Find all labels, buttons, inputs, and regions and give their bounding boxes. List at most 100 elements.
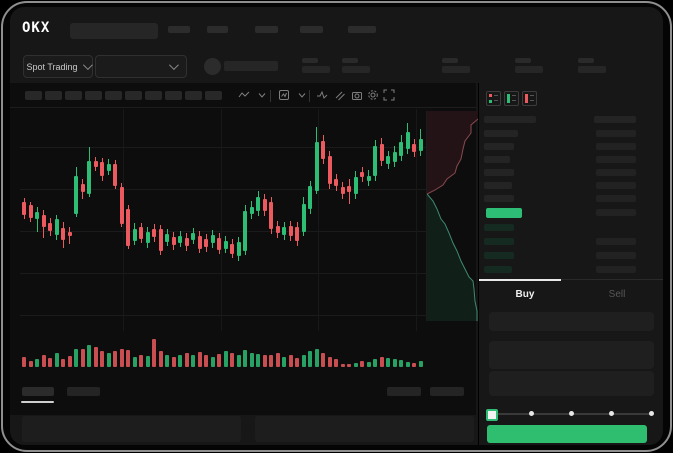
trade-input-field[interactable]	[489, 312, 654, 331]
bid-row[interactable]	[479, 237, 663, 247]
timeframe-button[interactable]	[45, 91, 62, 100]
trade-tabbar: Buy Sell	[479, 279, 663, 308]
book-asks-icon[interactable]	[522, 91, 537, 106]
candle-body	[210, 235, 215, 243]
candle-body	[249, 207, 254, 214]
candle-body	[223, 241, 228, 249]
draw-icon[interactable]	[334, 89, 346, 101]
timeframe-button[interactable]	[205, 91, 222, 100]
ask-row[interactable]	[479, 155, 663, 165]
bid-row[interactable]	[479, 223, 663, 233]
pair-selector-dropdown[interactable]	[95, 55, 187, 78]
timeframe-button[interactable]	[145, 91, 162, 100]
ticker-stat-label	[442, 58, 458, 63]
timeframe-button[interactable]	[65, 91, 82, 100]
last-price-highlight[interactable]	[486, 208, 522, 218]
nav-item-placeholder[interactable]	[300, 26, 323, 33]
candle-body	[80, 184, 85, 192]
volume-bar	[249, 353, 254, 367]
volume-bar	[204, 355, 208, 367]
volume-bar	[126, 350, 130, 367]
nav-item-placeholder[interactable]	[207, 26, 228, 33]
volume-bar	[262, 355, 267, 367]
candle-body	[132, 229, 137, 241]
buy-submit-button[interactable]	[487, 425, 647, 443]
book-both-icon[interactable]	[486, 91, 501, 106]
bottom-action-placeholder[interactable]	[430, 387, 464, 396]
app-window: OKX Spot Trading Buy Sell	[10, 7, 663, 445]
bid-amount-placeholder	[596, 252, 636, 259]
timeframe-button[interactable]	[165, 91, 182, 100]
trade-input-field[interactable]	[489, 371, 654, 396]
gridline-h	[20, 147, 426, 148]
volume-bar	[87, 345, 91, 367]
tab-sell[interactable]: Sell	[608, 288, 626, 300]
bottom-tab-active-placeholder[interactable]	[22, 387, 54, 396]
bid-row[interactable]	[479, 251, 663, 261]
candle-body	[386, 156, 390, 164]
bottom-tab-placeholder[interactable]	[67, 387, 100, 396]
fullscreen-icon[interactable]	[383, 89, 395, 101]
ask-row[interactable]	[479, 168, 663, 178]
line-chart-icon[interactable]	[238, 89, 250, 101]
toolbar-divider	[10, 107, 476, 108]
candle-body	[366, 176, 371, 181]
search-box-placeholder[interactable]	[70, 23, 158, 39]
ask-row[interactable]	[479, 194, 663, 204]
nav-item-placeholder[interactable]	[168, 26, 190, 33]
icon-mark	[494, 95, 498, 96]
volume-bar	[184, 353, 189, 367]
bid-row[interactable]	[479, 265, 663, 275]
trade-input-field[interactable]	[489, 341, 654, 369]
ask-row[interactable]	[479, 142, 663, 152]
slider-stop[interactable]	[649, 411, 654, 416]
candle-body	[191, 233, 195, 240]
timeframe-button[interactable]	[185, 91, 202, 100]
amount-slider-stops	[479, 83, 663, 445]
tab-buy[interactable]: Buy	[515, 288, 535, 300]
ask-price-placeholder	[484, 130, 518, 137]
candle-body	[74, 176, 78, 214]
volume-bar	[373, 359, 377, 367]
candlestick-chart[interactable]	[20, 109, 426, 331]
volume-bar	[366, 362, 371, 367]
volume-bar	[119, 349, 124, 367]
volume-bar	[327, 357, 332, 367]
volume-bar	[353, 363, 358, 367]
nav-item-placeholder[interactable]	[348, 26, 376, 33]
timeframe-button[interactable]	[105, 91, 122, 100]
ask-row[interactable]	[479, 129, 663, 139]
bottom-action-placeholder[interactable]	[387, 387, 421, 396]
chevron-down-icon[interactable]	[256, 89, 268, 101]
volume-bar	[236, 355, 241, 367]
ticker-bar: Spot Trading	[10, 7, 663, 83]
candle-body	[373, 146, 377, 176]
volume-bar	[197, 352, 202, 367]
volume-bar	[178, 355, 182, 367]
slider-stop[interactable]	[569, 411, 574, 416]
slider-handle[interactable]	[486, 409, 498, 421]
volume-bar	[282, 357, 286, 367]
settings-icon[interactable]	[367, 89, 379, 101]
candle-wick	[36, 207, 38, 232]
timeframe-button[interactable]	[25, 91, 42, 100]
gridline-v	[318, 109, 319, 331]
ask-amount-placeholder	[596, 156, 636, 163]
volume-bar	[392, 359, 397, 367]
candle-body	[295, 227, 299, 241]
timeframe-button[interactable]	[85, 91, 102, 100]
nav-item-placeholder[interactable]	[255, 26, 278, 33]
icon-mark	[530, 100, 534, 101]
chevron-down-icon[interactable]	[296, 89, 308, 101]
volume-histogram	[20, 335, 426, 367]
book-bids-icon[interactable]	[504, 91, 519, 106]
market-type-selector[interactable]: Spot Trading	[23, 55, 93, 78]
timeframe-button[interactable]	[125, 91, 142, 100]
camera-icon[interactable]	[351, 89, 363, 101]
active-tab-indicator	[479, 279, 561, 281]
slider-stop[interactable]	[609, 411, 614, 416]
slider-stop[interactable]	[529, 411, 534, 416]
ask-row[interactable]	[479, 181, 663, 191]
indicators-icon[interactable]	[278, 89, 290, 101]
compare-icon[interactable]	[316, 89, 328, 101]
